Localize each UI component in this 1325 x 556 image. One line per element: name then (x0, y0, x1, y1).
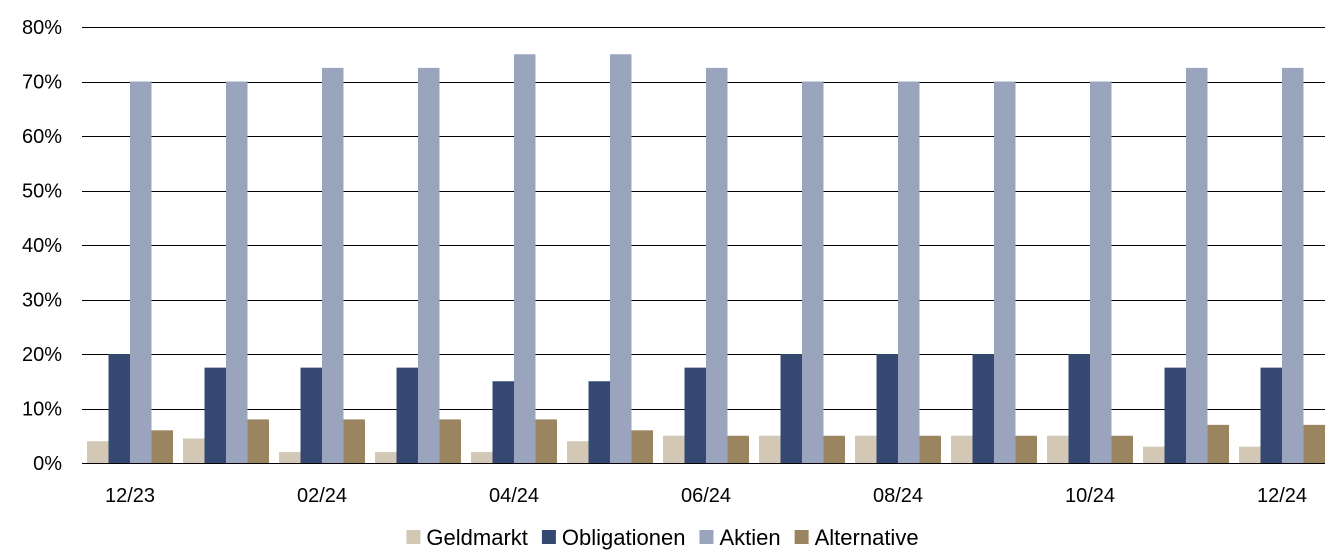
bar-group-12-24 (1239, 67, 1325, 464)
legend-swatch-geldmarkt (406, 530, 421, 544)
bar-geldmarkt-05-24 (567, 441, 589, 463)
x-tick-label: 04/24 (489, 485, 539, 507)
bar-aktien-01-24 (226, 81, 248, 463)
bar-obligationen-01-24 (204, 367, 226, 464)
bar-group-09-24 (951, 81, 1037, 463)
bar-aktien-03-24 (418, 67, 440, 464)
y-tick-label: 10% (22, 399, 62, 421)
x-tick-label: 08/24 (873, 485, 923, 507)
bar-obligationen-09-24 (972, 354, 994, 463)
bar-group-10-24 (1047, 81, 1133, 463)
bar-aktien-12-23 (130, 81, 152, 463)
bar-alternative-12-24 (1303, 424, 1325, 463)
bars (87, 54, 1325, 464)
bar-group-11-24 (1143, 67, 1229, 464)
y-tick-label: 20% (22, 344, 62, 366)
bar-aktien-09-24 (994, 81, 1016, 463)
bar-obligationen-02-24 (300, 367, 322, 464)
bar-aktien-11-24 (1186, 67, 1208, 464)
bar-geldmarkt-08-24 (855, 435, 877, 463)
bar-alternative-06-24 (727, 435, 749, 463)
bar-alternative-07-24 (823, 435, 845, 463)
y-tick-label: 40% (22, 235, 62, 257)
bar-group-04-24 (471, 54, 557, 463)
bar-geldmarkt-07-24 (759, 435, 781, 463)
bar-obligationen-12-23 (108, 354, 130, 463)
bar-alternative-01-24 (247, 419, 269, 463)
legend-swatch-obligationen (541, 530, 556, 544)
bar-obligationen-08-24 (876, 354, 898, 463)
x-tick-label: 10/24 (1065, 485, 1115, 507)
y-tick-label: 80% (22, 17, 62, 39)
bar-alternative-10-24 (1111, 435, 1133, 463)
bar-aktien-02-24 (322, 67, 344, 464)
legend: Geldmarkt Obligationen Aktien Alternative (406, 525, 919, 550)
gridlines (82, 27, 1325, 465)
x-tick-label: 12/24 (1257, 485, 1307, 507)
bar-group-02-24 (279, 67, 365, 464)
legend-label: Aktien (719, 525, 780, 550)
bar-obligationen-12-24 (1260, 367, 1282, 464)
bar-obligationen-06-24 (684, 367, 706, 464)
legend-swatch-alternative (794, 530, 809, 544)
bar-aktien-08-24 (898, 81, 920, 463)
y-axis-tick-labels: 0% 10% 20% 30% 40% 50% 60% 70% 80% (22, 17, 62, 475)
x-axis-tick-labels: 12/23 02/24 04/24 06/24 08/24 10/24 12/24 (105, 485, 1307, 507)
bar-alternative-11-24 (1207, 424, 1229, 463)
bar-geldmarkt-01-24 (183, 438, 205, 463)
bar-geldmarkt-09-24 (951, 435, 973, 463)
bar-obligationen-04-24 (492, 381, 514, 463)
bar-alternative-08-24 (919, 435, 941, 463)
bar-aktien-12-24 (1282, 67, 1304, 464)
bar-group-05-24 (567, 54, 653, 463)
y-tick-label: 30% (22, 290, 62, 312)
bar-group-07-24 (759, 81, 845, 463)
y-tick-label: 60% (22, 126, 62, 148)
bar-alternative-05-24 (631, 430, 653, 463)
bar-aktien-06-24 (706, 67, 728, 464)
y-tick-label: 50% (22, 181, 62, 203)
bar-geldmarkt-11-24 (1143, 446, 1165, 463)
x-tick-label: 12/23 (105, 485, 155, 507)
bar-geldmarkt-10-24 (1047, 435, 1069, 463)
bar-obligationen-11-24 (1164, 367, 1186, 464)
bar-aktien-10-24 (1090, 81, 1112, 463)
legend-label: Obligationen (562, 525, 686, 550)
bar-aktien-04-24 (514, 54, 536, 463)
bar-alternative-12-23 (151, 430, 173, 463)
bar-group-06-24 (663, 67, 749, 464)
legend-swatch-aktien (699, 530, 714, 544)
bar-obligationen-03-24 (396, 367, 418, 464)
bar-geldmarkt-02-24 (279, 452, 301, 463)
bar-alternative-09-24 (1015, 435, 1037, 463)
bar-group-03-24 (375, 67, 461, 464)
bar-obligationen-05-24 (588, 381, 610, 463)
bar-alternative-02-24 (343, 419, 365, 463)
bar-obligationen-07-24 (780, 354, 802, 463)
x-tick-label: 02/24 (297, 485, 347, 507)
bar-obligationen-10-24 (1068, 354, 1090, 463)
bar-geldmarkt-06-24 (663, 435, 685, 463)
bar-alternative-03-24 (439, 419, 461, 463)
legend-label: Alternative (815, 525, 919, 550)
x-tick-label: 06/24 (681, 485, 731, 507)
legend-label: Geldmarkt (426, 525, 527, 550)
bar-geldmarkt-04-24 (471, 452, 493, 463)
y-tick-label: 0% (33, 453, 62, 475)
bar-alternative-04-24 (535, 419, 557, 463)
bar-geldmarkt-12-24 (1239, 446, 1261, 463)
bar-geldmarkt-12-23 (87, 441, 109, 463)
bar-aktien-05-24 (610, 54, 632, 463)
bar-group-08-24 (855, 81, 941, 463)
bar-geldmarkt-03-24 (375, 452, 397, 463)
y-tick-label: 70% (22, 72, 62, 94)
bar-group-12-23 (87, 81, 173, 463)
bar-group-01-24 (183, 81, 269, 464)
bar-aktien-07-24 (802, 81, 824, 463)
